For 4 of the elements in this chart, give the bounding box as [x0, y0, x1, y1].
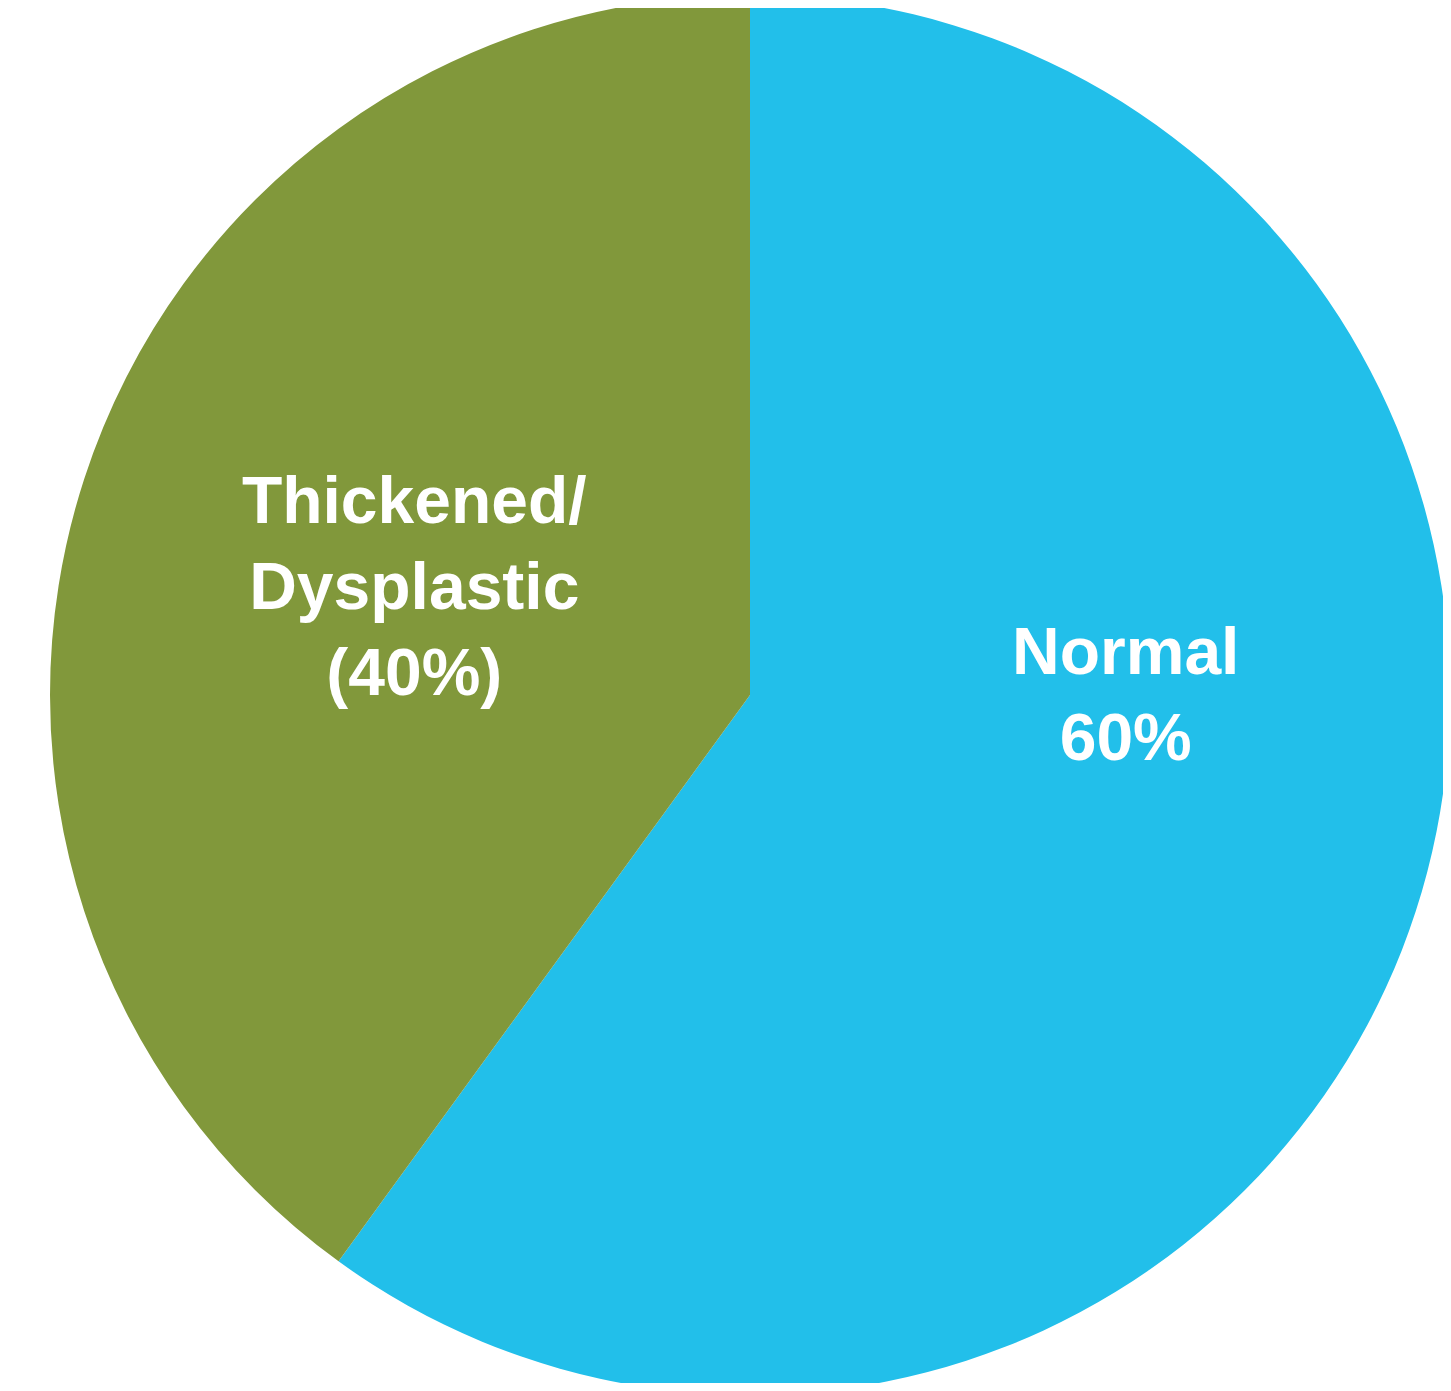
- data-label: 60%: [1059, 700, 1192, 775]
- slice-label: Normal: [1012, 614, 1240, 689]
- data-label: (40%): [326, 634, 503, 709]
- slice-label: Thickened/ Dysplastic: [241, 462, 587, 623]
